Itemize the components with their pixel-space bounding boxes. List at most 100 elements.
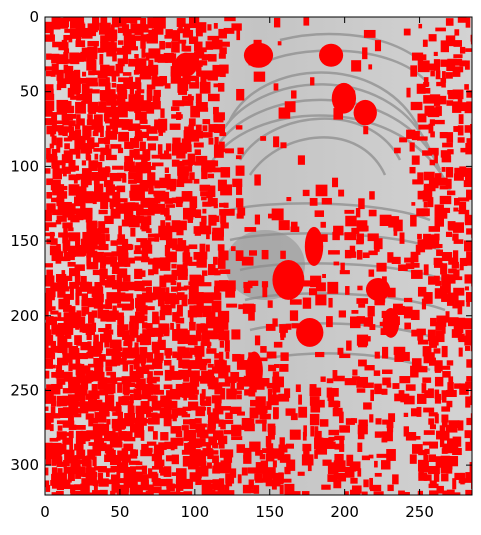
y-tick-label: 200	[10, 307, 39, 325]
overlay-patch	[284, 388, 291, 398]
overlay-patch	[206, 227, 210, 240]
overlay-patch	[50, 417, 54, 423]
overlay-patch	[56, 431, 67, 440]
overlay-patch	[265, 436, 272, 447]
overlay-patch	[128, 100, 140, 112]
overlay-patch	[85, 77, 98, 87]
overlay-patch	[338, 189, 345, 197]
overlay-patch	[345, 215, 357, 227]
overlay-patch	[247, 280, 259, 286]
overlay-patch	[333, 108, 344, 120]
overlay-patch	[214, 167, 221, 173]
overlay-patch	[81, 33, 93, 39]
overlay-patch	[208, 479, 214, 484]
overlay-patch	[63, 432, 73, 437]
overlay-patch	[69, 287, 74, 300]
overlay-patch	[207, 268, 219, 276]
overlay-patch	[140, 359, 146, 366]
overlay-patch	[117, 382, 123, 393]
overlay-patch	[159, 233, 169, 241]
overlay-patch	[46, 192, 53, 199]
overlay-patch	[183, 363, 190, 368]
overlay-patch	[464, 214, 472, 226]
overlay-patch	[105, 323, 112, 330]
overlay-patch	[146, 89, 153, 102]
overlay-patch	[73, 348, 80, 354]
overlay-patch	[100, 17, 108, 25]
overlay-patch	[80, 491, 90, 495]
overlay-patch	[213, 203, 218, 209]
overlay-patch	[387, 287, 396, 298]
overlay-patch	[433, 474, 440, 482]
overlay-patch	[115, 17, 127, 27]
overlay-patch	[411, 52, 424, 61]
overlay-patch	[207, 375, 215, 387]
overlay-patch	[170, 491, 177, 495]
overlay-patch	[100, 255, 107, 266]
overlay-patch	[45, 222, 57, 228]
overlay-patch	[199, 358, 208, 366]
overlay-patch	[124, 413, 136, 424]
overlay-patch	[45, 287, 52, 297]
overlay-patch	[265, 323, 276, 331]
overlay-patch	[212, 465, 220, 474]
overlay-patch	[417, 190, 424, 200]
overlay-patch	[458, 197, 470, 202]
overlay-patch	[454, 29, 460, 36]
overlay-patch	[422, 240, 433, 248]
overlay-patch	[229, 468, 237, 478]
overlay-patch	[139, 141, 146, 152]
overlay-patch	[194, 51, 205, 59]
overlay-patch	[430, 131, 435, 138]
overlay-patch	[194, 209, 202, 219]
overlay-patch	[350, 466, 357, 472]
overlay-patch	[448, 93, 455, 100]
overlay-patch	[328, 297, 333, 308]
overlay-patch	[146, 328, 155, 337]
overlay-patch	[64, 334, 72, 339]
overlay-patch	[434, 233, 440, 241]
overlay-patch	[218, 28, 227, 39]
overlay-patch	[81, 47, 91, 55]
overlay-patch	[362, 252, 370, 259]
overlay-patch	[429, 340, 439, 346]
overlay-patch	[237, 376, 250, 386]
overlay-patch	[63, 17, 74, 22]
overlay-patch	[70, 312, 80, 320]
overlay-patch	[88, 209, 93, 214]
overlay-patch	[207, 173, 215, 179]
overlay-patch	[112, 191, 121, 204]
overlay-patch	[452, 447, 462, 456]
overlay-patch	[171, 294, 180, 305]
overlay-patch	[427, 388, 434, 399]
overlay-patch	[105, 130, 118, 140]
overlay-patch	[453, 126, 460, 132]
overlay-patch	[176, 352, 183, 361]
overlay-patch	[62, 166, 71, 174]
overlay-patch	[86, 261, 99, 270]
overlay-patch	[56, 184, 65, 192]
overlay-patch	[164, 198, 174, 204]
overlay-patch	[421, 298, 427, 310]
overlay-patch	[99, 489, 108, 495]
overlay-patch	[458, 317, 466, 329]
overlay-patch	[140, 197, 151, 208]
overlay-patch	[127, 405, 135, 418]
overlay-patch	[79, 395, 86, 406]
overlay-patch	[139, 24, 149, 33]
overlay-patch	[470, 34, 472, 42]
overlay-patch	[49, 316, 54, 324]
overlay-patch	[57, 335, 68, 348]
overlay-patch	[140, 119, 148, 124]
overlay-patch	[62, 420, 75, 428]
overlay-patch	[260, 378, 270, 387]
overlay-patch	[85, 323, 96, 336]
overlay-patch	[176, 310, 182, 316]
overlay-patch	[460, 102, 470, 112]
overlay-patch	[236, 390, 242, 395]
overlay-patch	[183, 375, 190, 382]
overlay-patch	[328, 429, 340, 436]
overlay-patch	[79, 387, 88, 396]
overlay-patch	[87, 23, 96, 31]
overlay-patch	[160, 467, 167, 476]
